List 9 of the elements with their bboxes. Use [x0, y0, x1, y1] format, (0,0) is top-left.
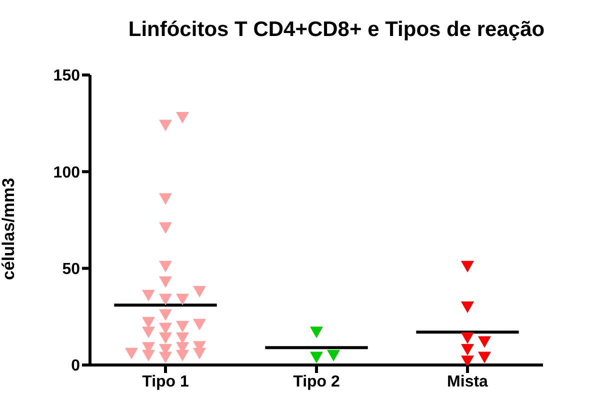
x-tick-label: Tipo 2: [293, 373, 340, 390]
chart-title: Linfócitos T CD4+CD8+ e Tipos de reação: [127, 18, 546, 42]
x-tick-label: Mista: [447, 373, 488, 390]
x-tick-label: Tipo 1: [142, 373, 190, 390]
y-axis-title: células/mm3: [0, 178, 18, 280]
y-tick-label: 0: [71, 358, 80, 375]
y-tick-label: 100: [53, 164, 80, 182]
y-tick-label: 150: [53, 68, 80, 85]
y-tick-label: 50: [62, 261, 80, 278]
